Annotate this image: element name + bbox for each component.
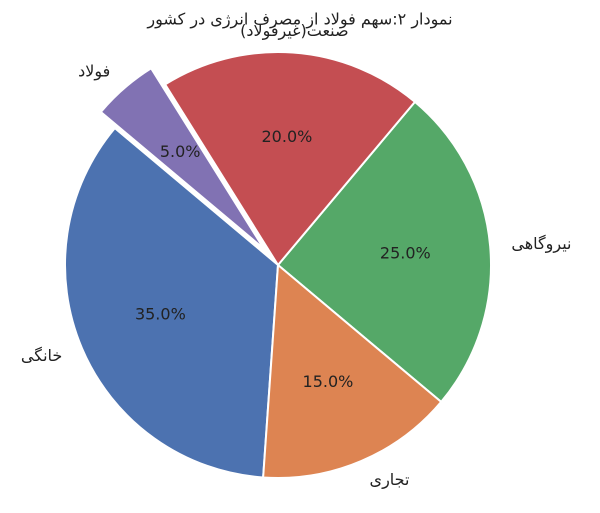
pie-slice bbox=[163, 51, 417, 267]
value-label: 20.0% bbox=[262, 127, 313, 146]
pie-slice bbox=[276, 100, 492, 404]
value-label: 15.0% bbox=[303, 372, 354, 391]
value-label: 35.0% bbox=[135, 304, 186, 323]
category-label: فولاد bbox=[78, 62, 110, 82]
chart-title: نمودار ۲:سهم فولاد از مصرف انرژی در کشور bbox=[146, 10, 452, 30]
category-label: صنعت(غیرفولاد) bbox=[240, 21, 349, 41]
category-label: خانگی bbox=[21, 346, 62, 365]
category-label: نیروگاهی bbox=[511, 234, 571, 254]
value-label: 25.0% bbox=[380, 243, 431, 262]
category-label: تجاری bbox=[370, 470, 410, 490]
pie-slice bbox=[262, 262, 443, 479]
pie-slice bbox=[64, 126, 280, 479]
value-label: 5.0% bbox=[160, 142, 201, 161]
pie-slice bbox=[99, 66, 265, 250]
